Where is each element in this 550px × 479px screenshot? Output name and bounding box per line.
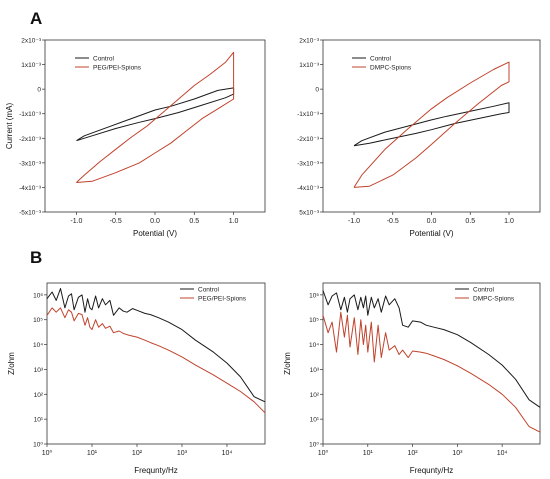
chart-b2: 10⁰ 10¹ 10² 10³ 10⁴ 10⁵ 10⁶ 10⁰ 10¹ 10² 10³ 10⁴ Freq… <box>283 282 541 475</box>
series-line-control <box>46 288 266 403</box>
legend-label: Control <box>198 287 220 294</box>
plot-frame <box>44 39 266 213</box>
y-tick-label: 2x10⁻³ <box>21 38 42 45</box>
chart-a1: 2x10⁻³ 1x10⁻³ 0 -1x10⁻³ -2x10⁻³ -3x10⁻³ -4x10⁻… <box>5 38 266 238</box>
y-tick-label: 10⁴ <box>309 342 319 349</box>
series-line-sample <box>46 307 266 414</box>
x-tick-label: 10³ <box>177 450 188 457</box>
y-axis-label: Z/ohm <box>7 352 16 375</box>
x-tick-label: 0.0 <box>150 218 160 225</box>
y-axis-label: Z/ohm <box>283 352 292 375</box>
y-tick-label: 10¹ <box>310 417 320 424</box>
legend-label: PEG/PEI-Spions <box>198 296 247 303</box>
x-tick-label: 10⁰ <box>318 449 329 457</box>
x-tick-label: 1.0 <box>229 218 239 225</box>
x-axis-label: Potential (V) <box>133 229 177 238</box>
x-tick-label: -0.5 <box>110 218 122 225</box>
series-line-sample <box>76 51 235 183</box>
y-tick-label: 10¹ <box>34 417 44 424</box>
y-tick-label: -4x10⁻³ <box>19 185 42 192</box>
x-tick-label: -1.0 <box>70 218 82 225</box>
y-tick-label: 10² <box>310 392 320 399</box>
x-axis-label: Potential (V) <box>409 229 453 238</box>
y-tick-label: 10⁶ <box>33 292 43 299</box>
y-tick-label: 10⁵ <box>309 317 319 324</box>
y-tick-label: 0 <box>315 87 319 94</box>
x-tick-label: 10¹ <box>363 450 374 457</box>
y-tick-label: 1x10⁻³ <box>299 62 320 69</box>
y-tick-label: -1x10⁻³ <box>297 111 320 118</box>
y-tick-label: 10² <box>34 392 44 399</box>
y-tick-label: 5x10⁻³ <box>299 210 320 217</box>
plot-frame <box>46 282 266 445</box>
x-tick-label: 0.5 <box>189 218 199 225</box>
y-tick-label: 10⁴ <box>33 342 43 349</box>
y-tick-label: 10³ <box>310 367 320 374</box>
legend-label: DMPC-Spions <box>370 65 412 72</box>
series-line-sample <box>353 61 510 188</box>
panel-label-a: A <box>30 9 42 28</box>
x-tick-label: 1.0 <box>504 218 514 225</box>
x-tick-label: 10⁴ <box>222 450 233 457</box>
legend-label: DMPC-Spions <box>473 296 515 303</box>
x-tick-label: 10⁰ <box>42 449 53 457</box>
y-axis-label: Current (mA) <box>5 103 14 150</box>
x-axis-label: Frequnty/Hz <box>410 466 454 475</box>
y-tick-label: -2x10⁻³ <box>19 136 42 143</box>
plot-frame <box>322 282 541 445</box>
x-axis-label: Frequnty/Hz <box>134 466 178 475</box>
x-tick-label: -1.0 <box>348 218 360 225</box>
y-tick-label: -3x10⁻³ <box>19 160 42 167</box>
panel-label-b: B <box>30 248 42 267</box>
y-tick-label: -1x10⁻³ <box>19 111 42 118</box>
y-tick-label: -4x10⁻³ <box>297 185 320 192</box>
y-tick-label: 10³ <box>34 367 44 374</box>
y-tick-label: 10⁵ <box>33 317 43 324</box>
series-line-control <box>322 290 541 408</box>
plot-frame <box>322 39 541 213</box>
chart-a2: 2x10⁻³ 1x10⁻³ 0 -1x10⁻³ -2x10⁻³ -3x10⁻³ -4x10⁻… <box>297 38 541 238</box>
x-tick-label: 10² <box>132 450 143 457</box>
legend-label: Control <box>370 56 392 63</box>
y-tick-label: 10⁰ <box>309 442 319 449</box>
y-tick-label: -2x10⁻³ <box>297 136 320 143</box>
y-tick-label: -3x10⁻³ <box>297 160 320 167</box>
y-tick-label: 10⁰ <box>33 442 43 449</box>
x-tick-label: 0.0 <box>427 218 437 225</box>
charts: 2x10⁻³ 1x10⁻³ 0 -1x10⁻³ -2x10⁻³ -3x10⁻³ -4x10⁻… <box>5 38 541 475</box>
chart-b1: 10⁰ 10¹ 10² 10³ 10⁴ 10⁵ 10⁶ 10⁰ 10¹ 10² 10³ 10⁴ Freq… <box>7 282 266 475</box>
x-tick-label: 10¹ <box>87 450 98 457</box>
x-tick-label: 10² <box>408 450 419 457</box>
y-tick-label: 2x10⁻³ <box>299 38 320 45</box>
x-tick-label: 10⁴ <box>497 450 508 457</box>
series-line-control <box>353 102 510 147</box>
x-tick-label: -0.5 <box>387 218 399 225</box>
legend-label: Control <box>473 287 495 294</box>
legend-label: PEG/PEI-Spions <box>93 65 142 72</box>
series-line-control <box>76 87 235 142</box>
y-tick-label: 1x10⁻³ <box>21 62 42 69</box>
y-tick-label: 10⁶ <box>309 292 319 299</box>
x-tick-label: 10³ <box>452 450 463 457</box>
series-line-sample <box>322 311 541 433</box>
y-tick-label: -5x10⁻³ <box>19 210 42 217</box>
y-tick-label: 0 <box>37 87 41 94</box>
legend-label: Control <box>93 56 115 63</box>
x-tick-label: 0.5 <box>465 218 475 225</box>
